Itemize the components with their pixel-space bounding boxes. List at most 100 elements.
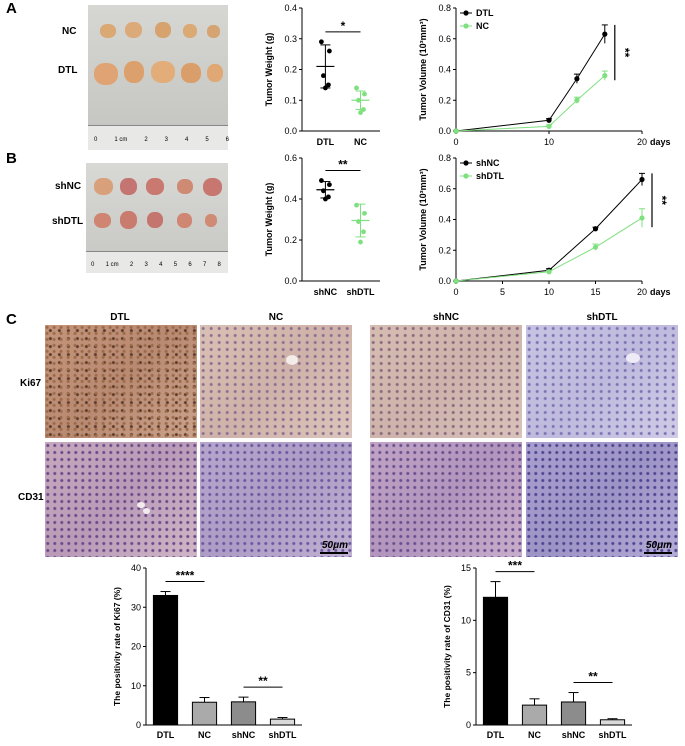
y-axis-label: The positivity rate of CD31 (%) [442, 585, 452, 708]
y-tick-label: 0.4 [438, 215, 451, 225]
x-axis-label: days [650, 137, 671, 147]
y-axis-label: The positivity rate of Ki67 (%) [112, 587, 122, 706]
data-point [321, 73, 326, 79]
tumor-photo-b [86, 163, 228, 273]
data-point [546, 117, 552, 123]
x-tick-label: shDTL [599, 730, 628, 740]
y-tick-label: 0.4 [438, 65, 451, 75]
y-tick-label: 0 [136, 720, 141, 730]
histology-cd31-dtl [45, 442, 197, 557]
data-point [358, 239, 363, 245]
x-tick-label: 5 [500, 287, 505, 297]
histology-ki67-dtl [45, 325, 197, 438]
x-tick-label: shNC [232, 730, 256, 740]
y-tick-label: 5 [466, 668, 471, 678]
significance-label: ** [588, 670, 598, 684]
data-point [639, 176, 645, 183]
significance-label: * [341, 19, 346, 33]
y-tick-label: 0.1 [284, 95, 297, 105]
y-axis-label: Tumor Volume (10³mm³) [418, 18, 428, 120]
bar [482, 596, 509, 726]
x-tick-label: 10 [544, 287, 554, 297]
series-line [455, 33, 606, 132]
x-tick-label: DTL [487, 730, 505, 740]
tumor-photo-a [88, 5, 228, 150]
photo-row-label-shdtl: shDTL [52, 216, 84, 227]
data-point [327, 48, 332, 54]
x-tick-label: 20 [637, 137, 647, 147]
bar [521, 704, 548, 726]
data-point [574, 76, 580, 82]
x-tick-label: NC [528, 730, 541, 740]
scale-bar-right: 50μm [646, 540, 673, 551]
data-point [327, 182, 332, 188]
x-tick-label: 10 [544, 137, 554, 147]
histology-cd31-nc: 50μm [200, 442, 352, 557]
y-tick-label: 0.6 [284, 153, 297, 163]
y-tick-label: 0.0 [284, 276, 297, 286]
col-header-shdtl: shDTL [586, 312, 618, 323]
data-point [639, 215, 645, 221]
chart-tumor-weight-b: 0.0 0.2 0.4 0.6 Tumor Weight (g) shNC shDTL ** [264, 153, 380, 297]
legend-swatch [463, 173, 469, 179]
data-point [354, 85, 359, 91]
bar [560, 701, 587, 726]
col-header-shnc: shNC [432, 312, 460, 323]
row-label-ki67: Ki67 [20, 378, 42, 389]
y-tick-label: 0.8 [438, 153, 451, 163]
histology-ki67-shnc [370, 325, 522, 438]
y-axis-label: Tumor Volume (10³mm³) [418, 168, 428, 270]
photo-row-label-dtl: DTL [58, 65, 78, 76]
significance-label: ** [338, 158, 348, 172]
y-tick-label: 0.0 [284, 126, 297, 136]
significance-label: *** [508, 559, 522, 573]
photo-row-label-shnc: shNC [55, 181, 82, 192]
data-point [453, 128, 459, 134]
data-point [592, 244, 599, 250]
x-tick-label: shDTL [347, 287, 376, 297]
bar [191, 701, 218, 726]
x-axis-label: days [650, 287, 671, 297]
y-tick-label: 0.3 [284, 34, 297, 44]
significance-label: ** [618, 48, 632, 58]
photo-row-label-nc: NC [62, 26, 77, 37]
x-tick-label: shNC [314, 287, 338, 297]
legend-label: DTL [476, 8, 494, 18]
significance-label: **** [176, 569, 195, 583]
scale-bar-left: 50μm [322, 540, 349, 551]
y-tick-label: 10 [461, 615, 471, 625]
y-tick-label: 40 [131, 563, 141, 573]
data-point [602, 73, 608, 79]
data-point [592, 226, 599, 232]
data-point [546, 123, 552, 129]
legend-label: shNC [476, 158, 500, 168]
x-tick-label: 20 [637, 287, 647, 297]
data-point [362, 91, 367, 97]
series-line [455, 217, 643, 282]
chart-ki67-positivity: 0 10 20 30 40 The positivity rate of Ki67 (%)… [112, 563, 302, 740]
y-tick-label: 0.6 [438, 34, 451, 44]
bar [230, 701, 257, 726]
data-point [362, 210, 367, 216]
significance-label: ** [258, 674, 268, 688]
data-point [361, 229, 366, 235]
y-tick-label: 30 [131, 602, 141, 612]
histology-ki67-nc [200, 325, 352, 438]
y-tick-label: 0 [466, 720, 471, 730]
data-point [319, 39, 324, 45]
data-point [326, 82, 331, 88]
legend-swatch [463, 23, 469, 29]
histology-cd31-shnc [370, 442, 522, 557]
y-tick-label: 20 [131, 642, 141, 652]
data-point [453, 278, 459, 284]
histology-ki67-shdtl [526, 325, 678, 438]
y-axis-label: Tumor Weight (g) [264, 33, 274, 107]
col-header-dtl: DTL [110, 312, 130, 323]
data-point [602, 31, 608, 37]
x-tick-label: NC [198, 730, 211, 740]
y-tick-label: 0.2 [284, 65, 297, 75]
chart-tumor-weight-a: 0.0 0.1 0.2 0.3 0.4 Tumor Weight (g) DTL NC * [264, 3, 380, 147]
data-point [546, 269, 552, 275]
y-tick-label: 0.6 [438, 184, 451, 194]
significance-label: ** [655, 196, 669, 206]
